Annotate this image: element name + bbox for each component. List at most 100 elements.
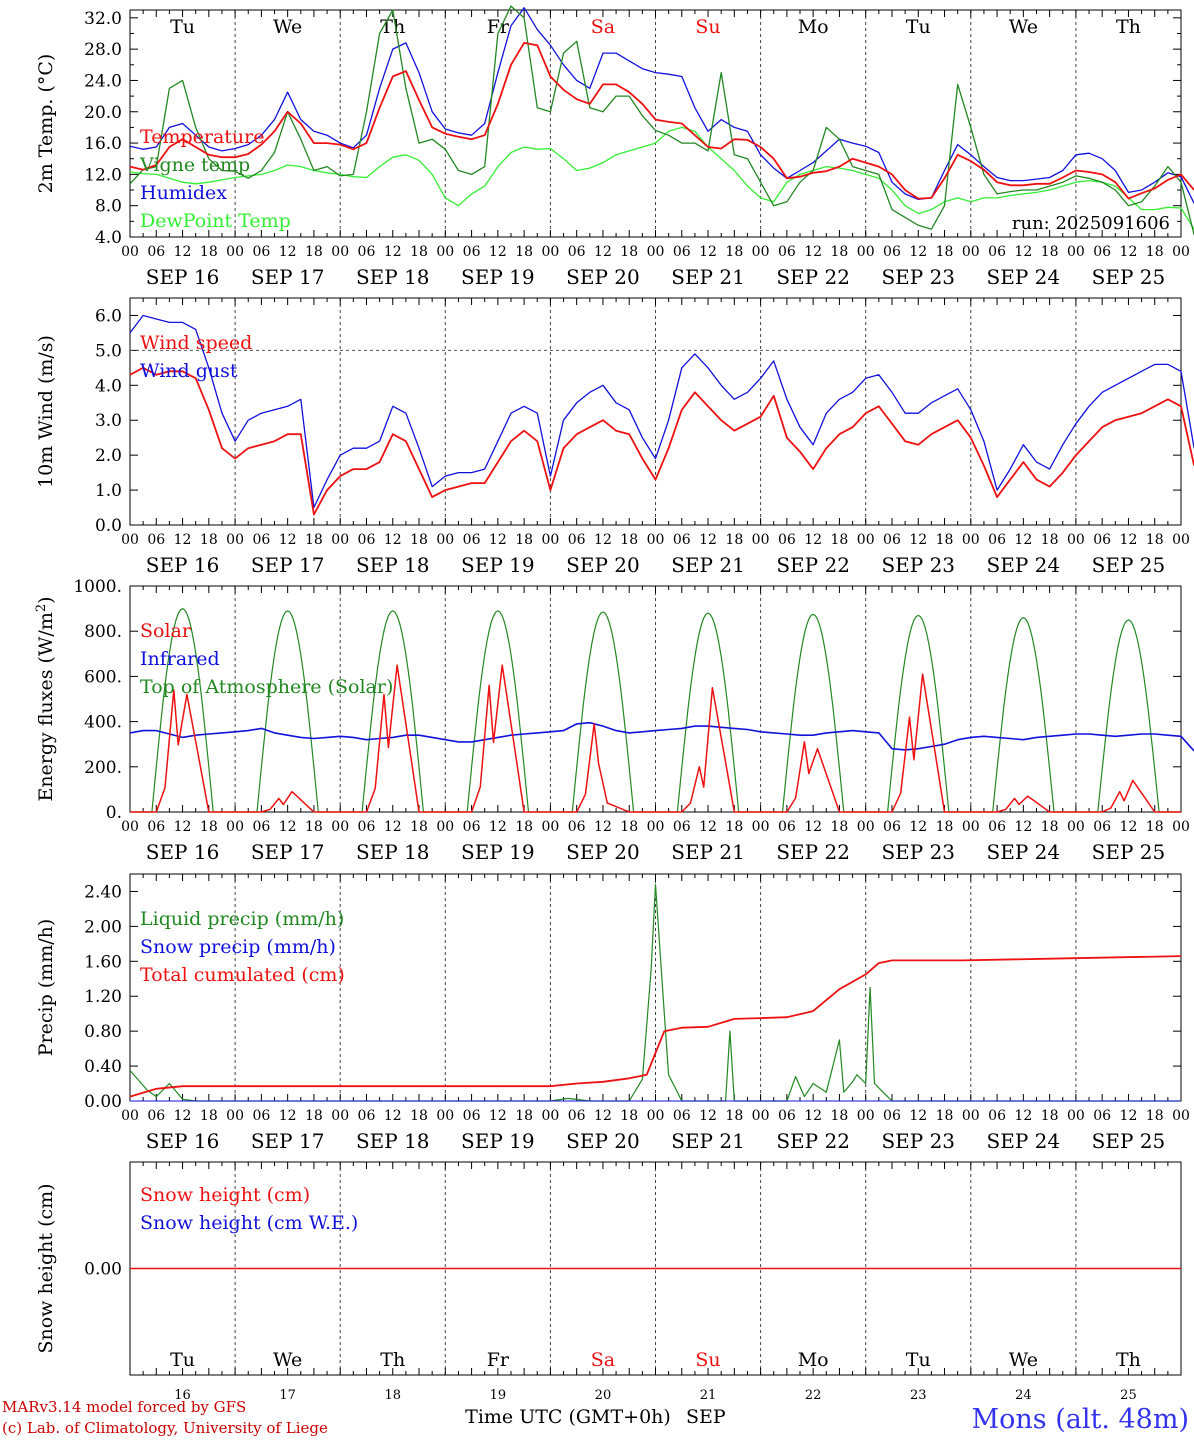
temp-day-of-week: Tu: [906, 16, 931, 38]
precip-hour-label: 18: [725, 1108, 743, 1124]
temp-date-label: SEP 16: [146, 265, 220, 289]
flux-date-label: SEP 23: [881, 840, 955, 864]
wind-series-wind-speed: [129, 366, 1194, 516]
wind-hour-label: 12: [1120, 532, 1138, 548]
temp-hour-label: 00: [436, 244, 454, 260]
snow-date-number: 23: [910, 1388, 927, 1403]
wind-hour-label: 18: [620, 532, 638, 548]
wind-hour-label: 00: [1067, 532, 1085, 548]
temp-date-label: SEP 17: [251, 265, 325, 289]
flux-hour-label: 12: [1120, 819, 1138, 835]
flux-y-tick-label: 600.: [84, 667, 122, 687]
temp-hour-label: 12: [909, 244, 927, 260]
temp-legend-item: DewPoint Temp: [140, 210, 291, 232]
flux-hour-label: 12: [804, 819, 822, 835]
precip-date-label: SEP 18: [356, 1129, 430, 1153]
temp-y-axis-label: 2m Temp. (°C): [35, 54, 57, 194]
flux-y-axis-label-close: ): [35, 596, 57, 603]
temp-hour-label: 00: [647, 244, 665, 260]
wind-hour-label: 06: [778, 532, 796, 548]
wind-hour-label: 06: [673, 532, 691, 548]
flux-hour-label: 18: [831, 819, 849, 835]
wind-hour-label: 06: [463, 532, 481, 548]
flux-legend-item: Solar: [140, 620, 192, 642]
credits-model: MARv3.14 model forced by GFS: [2, 1398, 246, 1416]
snow-day-of-week: Tu: [170, 1349, 195, 1371]
temp-date-label: SEP 23: [881, 265, 955, 289]
wind-hour-label: 12: [279, 532, 297, 548]
temp-hour-label: 06: [883, 244, 901, 260]
flux-hour-label: 00: [541, 819, 559, 835]
temp-y-tick-label: 12.0: [84, 165, 122, 185]
precip-hour-label: 06: [568, 1108, 586, 1124]
wind-hour-label: 12: [1014, 532, 1032, 548]
precip-hour-label: 06: [673, 1108, 691, 1124]
precip-hour-label: 06: [1093, 1108, 1111, 1124]
temp-y-tick-label: 4.0: [95, 228, 122, 248]
flux-hour-label: 06: [252, 819, 270, 835]
temp-hour-label: 06: [358, 244, 376, 260]
precip-hour-label: 18: [200, 1108, 218, 1124]
flux-hour-label: 12: [909, 819, 927, 835]
temp-hour-label: 18: [620, 244, 638, 260]
flux-hour-label: 00: [436, 819, 454, 835]
precip-hour-label: 18: [305, 1108, 323, 1124]
flux-hour-label: 12: [489, 819, 507, 835]
wind-hour-label: 06: [988, 532, 1006, 548]
temp-series-temperature: [129, 42, 1194, 200]
temp-hour-label: 12: [279, 244, 297, 260]
wind-y-tick-label: 1.0: [95, 481, 122, 501]
precip-date-label: SEP 25: [1092, 1129, 1166, 1153]
flux-date-label: SEP 22: [776, 840, 850, 864]
wind-date-label: SEP 16: [146, 553, 220, 577]
precip-hour-label: 00: [857, 1108, 875, 1124]
temp-hour-label: 00: [226, 244, 244, 260]
wind-y-tick-label: 0.0: [95, 516, 122, 536]
wind-hour-label: 18: [1146, 532, 1164, 548]
flux-legend-item: Top of Atmosphere (Solar): [140, 676, 393, 698]
snow-day-of-week: Tu: [906, 1349, 931, 1371]
flux-hour-label: 12: [1014, 819, 1032, 835]
temp-hour-label: 06: [988, 244, 1006, 260]
flux-y-axis-label-sup: 2: [34, 604, 49, 612]
wind-hour-label: 06: [358, 532, 376, 548]
temp-date-label: SEP 24: [987, 265, 1061, 289]
temp-hour-label: 18: [305, 244, 323, 260]
wind-hour-label: 06: [883, 532, 901, 548]
snow-date-number: 18: [384, 1388, 401, 1403]
flux-hour-label: 18: [515, 819, 533, 835]
precip-hour-label: 00: [962, 1108, 980, 1124]
flux-hour-label: 18: [936, 819, 954, 835]
flux-series-solar: [130, 664, 1181, 813]
wind-date-label: SEP 22: [776, 553, 850, 577]
precip-hour-label: 18: [1041, 1108, 1059, 1124]
temp-hour-label: 00: [331, 244, 349, 260]
precip-hour-label: 00: [331, 1108, 349, 1124]
precip-hour-label: 12: [909, 1108, 927, 1124]
temp-y-tick-label: 24.0: [84, 71, 122, 91]
temp-hour-label: 18: [725, 244, 743, 260]
precip-hour-label: 00: [541, 1108, 559, 1124]
precip-hour-label: 12: [1014, 1108, 1032, 1124]
temp-date-label: SEP 19: [461, 265, 535, 289]
temp-day-of-week: Sa: [591, 16, 615, 38]
temp-date-label: SEP 22: [776, 265, 850, 289]
temp-legend-item: Vigne temp: [139, 154, 250, 176]
wind-date-label: SEP 25: [1092, 553, 1166, 577]
wind-hour-label: 18: [831, 532, 849, 548]
flux-hour-label: 00: [226, 819, 244, 835]
precip-date-label: SEP 17: [251, 1129, 325, 1153]
flux-y-tick-label: 0.: [106, 803, 122, 823]
snow-legend-item: Snow height (cm): [140, 1184, 310, 1206]
snow-date-number: 22: [805, 1388, 822, 1403]
snow-day-of-week: Su: [695, 1349, 720, 1371]
precip-hour-label: 00: [226, 1108, 244, 1124]
wind-hour-label: 12: [909, 532, 927, 548]
flux-hour-label: 06: [778, 819, 796, 835]
precip-y-tick-label: 2.40: [84, 882, 122, 902]
flux-hour-label: 00: [331, 819, 349, 835]
wind-hour-label-end: 00: [1172, 532, 1190, 548]
snow-date-number: 19: [490, 1388, 507, 1403]
temp-y-tick-label: 16.0: [84, 134, 122, 154]
wind-hour-label: 00: [962, 532, 980, 548]
